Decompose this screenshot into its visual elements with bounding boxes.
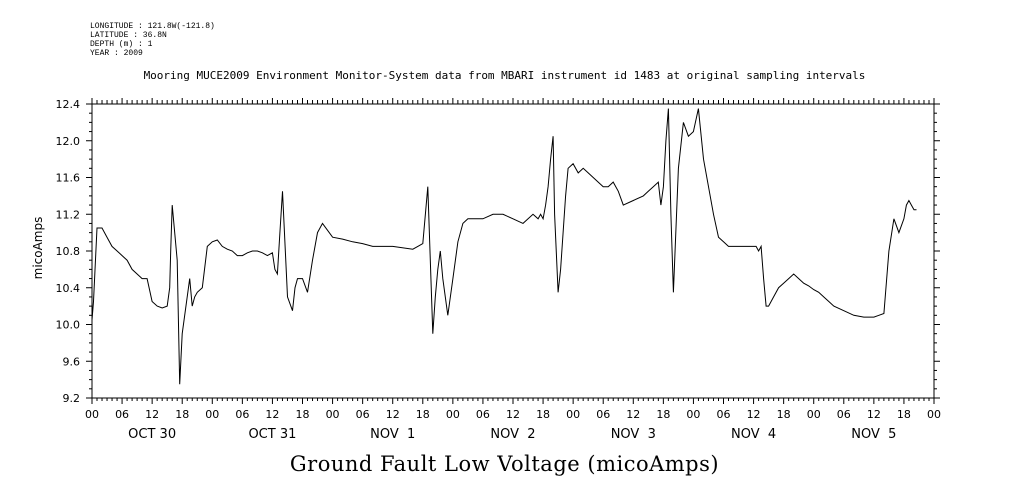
series-line	[91, 108, 917, 385]
x-hour-label: 18	[536, 408, 550, 421]
x-hour-label: 12	[265, 408, 279, 421]
x-axis-bottom: 00 06 12 18 00 06 12 18 00 06 12 18 00 06 12 18 00 06 12 18…	[85, 398, 941, 442]
x-hour-label: 00	[686, 408, 700, 421]
x-hour-label: 06	[837, 408, 851, 421]
y-tick-label: 9.2	[63, 392, 81, 405]
metadata-block: LONGITUDE : 121.8W(-121.8) LATITUDE : 36…	[90, 22, 215, 58]
x-day-label: NOV 2	[490, 427, 535, 442]
y-axis-label: micoAmps	[31, 217, 45, 280]
x-hour-label: 06	[717, 408, 731, 421]
x-hour-label: 06	[115, 408, 129, 421]
x-hour-label: 00	[807, 408, 821, 421]
plot-border	[91, 103, 935, 399]
x-hour-label: 00	[927, 408, 941, 421]
chart-title: Mooring MUCE2009 Environment Monitor-Sys…	[143, 69, 866, 82]
x-hour-label: 00	[85, 408, 99, 421]
x-hour-label: 12	[867, 408, 881, 421]
x-day-label: OCT 30	[128, 427, 176, 442]
y-tick-label: 12.0	[56, 135, 81, 148]
x-day-label: NOV 4	[731, 427, 776, 442]
depth-text: DEPTH (m) : 1	[90, 40, 153, 49]
x-hour-label: 18	[296, 408, 310, 421]
x-day-label: OCT 31	[248, 427, 296, 442]
x-day-label: NOV 1	[370, 427, 415, 442]
longitude-text: LONGITUDE : 121.8W(-121.8)	[90, 22, 215, 31]
x-day-label: NOV 5	[851, 427, 896, 442]
y-tick-label: 10.0	[56, 319, 81, 332]
y-tick-label: 12.4	[56, 98, 81, 111]
x-hour-label: 18	[416, 408, 430, 421]
x-hour-label: 18	[777, 408, 791, 421]
x-hour-label: 18	[175, 408, 189, 421]
x-hour-label: 00	[446, 408, 460, 421]
y-tick-label: 11.6	[56, 172, 81, 185]
x-hour-label: 00	[205, 408, 219, 421]
x-hour-label: 06	[356, 408, 370, 421]
x-day-label: NOV 3	[611, 427, 656, 442]
plot-frame	[91, 103, 935, 399]
x-axis-top	[91, 98, 935, 104]
y-tick-label: 11.2	[56, 208, 81, 221]
x-hour-label: 06	[476, 408, 490, 421]
y-axis-right	[934, 103, 940, 399]
x-hour-label: 00	[326, 408, 340, 421]
y-axis-left: 9.2 9.6 10.0 10.4 10.8 11.2 11.6 12.0 12.4	[56, 98, 92, 405]
x-hour-label: 12	[386, 408, 400, 421]
y-tick-label: 10.4	[56, 282, 81, 295]
x-hour-label: 18	[656, 408, 670, 421]
x-hour-label: 12	[626, 408, 640, 421]
y-tick-label: 10.8	[56, 245, 81, 258]
x-hour-label: 18	[897, 408, 911, 421]
x-hour-label: 00	[566, 408, 580, 421]
y-tick-label: 9.6	[63, 355, 81, 368]
latitude-text: LATITUDE : 36.8N	[90, 31, 167, 40]
x-hour-label: 12	[506, 408, 520, 421]
x-hour-label: 12	[747, 408, 761, 421]
x-hour-label: 12	[145, 408, 159, 421]
year-text: YEAR : 2009	[90, 49, 143, 58]
x-axis-title: Ground Fault Low Voltage (micoAmps)	[289, 452, 720, 476]
x-hour-label: 06	[235, 408, 249, 421]
x-hour-label: 06	[596, 408, 610, 421]
series-group	[91, 108, 917, 385]
